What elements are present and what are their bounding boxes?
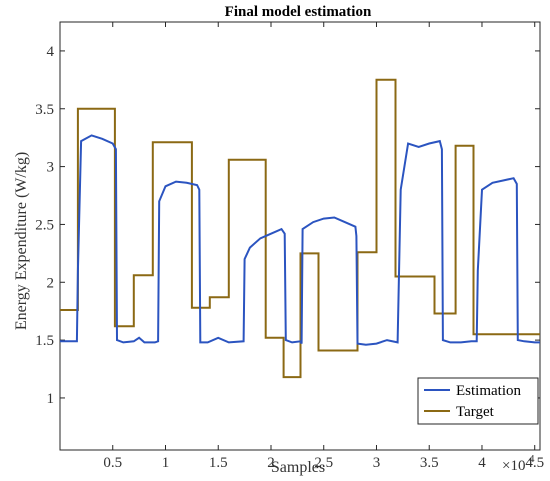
- legend-label-target: Target: [456, 404, 495, 420]
- y-axis-ticks: 1 1.5 2 2.5 3 3.5 4: [35, 44, 540, 407]
- x-tick-label: 4: [478, 455, 486, 471]
- x-exponent-power: 4: [529, 453, 535, 465]
- x-axis-label: Samples: [271, 459, 325, 476]
- legend: Estimation Target: [417, 377, 539, 425]
- x-tick-label: 3: [373, 455, 381, 471]
- x-tick-label: 1: [162, 455, 170, 471]
- x-tick-label: 2: [267, 455, 275, 471]
- legend-box: [417, 377, 539, 425]
- y-axis-label: Energy Expenditure (W/kg): [13, 152, 30, 330]
- plot-frame: [59, 21, 541, 451]
- y-tick-label: 4: [47, 44, 55, 60]
- x-exponent-base: ×10: [502, 458, 525, 474]
- series-line-target: [60, 78, 540, 379]
- y-tick-label: 2.5: [35, 217, 54, 233]
- y-tick-label: 3.5: [35, 102, 54, 118]
- x-axis-exponent: ×10 4: [502, 453, 535, 474]
- plot-area: 0.5 1 1.5 2 2.5 3 3.5 4 4.5 11.522.533.54: [35, 21, 544, 471]
- x-tick-label: 2.5: [314, 455, 333, 471]
- x-tick-label: 3.5: [420, 455, 439, 471]
- x-tick-label: 4.5: [525, 455, 544, 471]
- series-lines: [60, 78, 540, 379]
- y-tick-label: 1: [47, 391, 55, 407]
- x-tick-label: 1.5: [209, 455, 228, 471]
- series-line-estimation: [60, 134, 540, 346]
- x-axis-ticks: 0.5 1 1.5 2 2.5 3 3.5 4 4.5: [103, 22, 544, 471]
- chart-title: Final model estimation: [225, 4, 372, 20]
- x-tick-label: 0.5: [103, 455, 122, 471]
- y-tick-label: 2: [47, 275, 55, 291]
- legend-label-estimation: Estimation: [456, 383, 521, 399]
- y-tick-label: 1.5: [35, 333, 54, 349]
- y-tick-label: 3: [47, 160, 55, 176]
